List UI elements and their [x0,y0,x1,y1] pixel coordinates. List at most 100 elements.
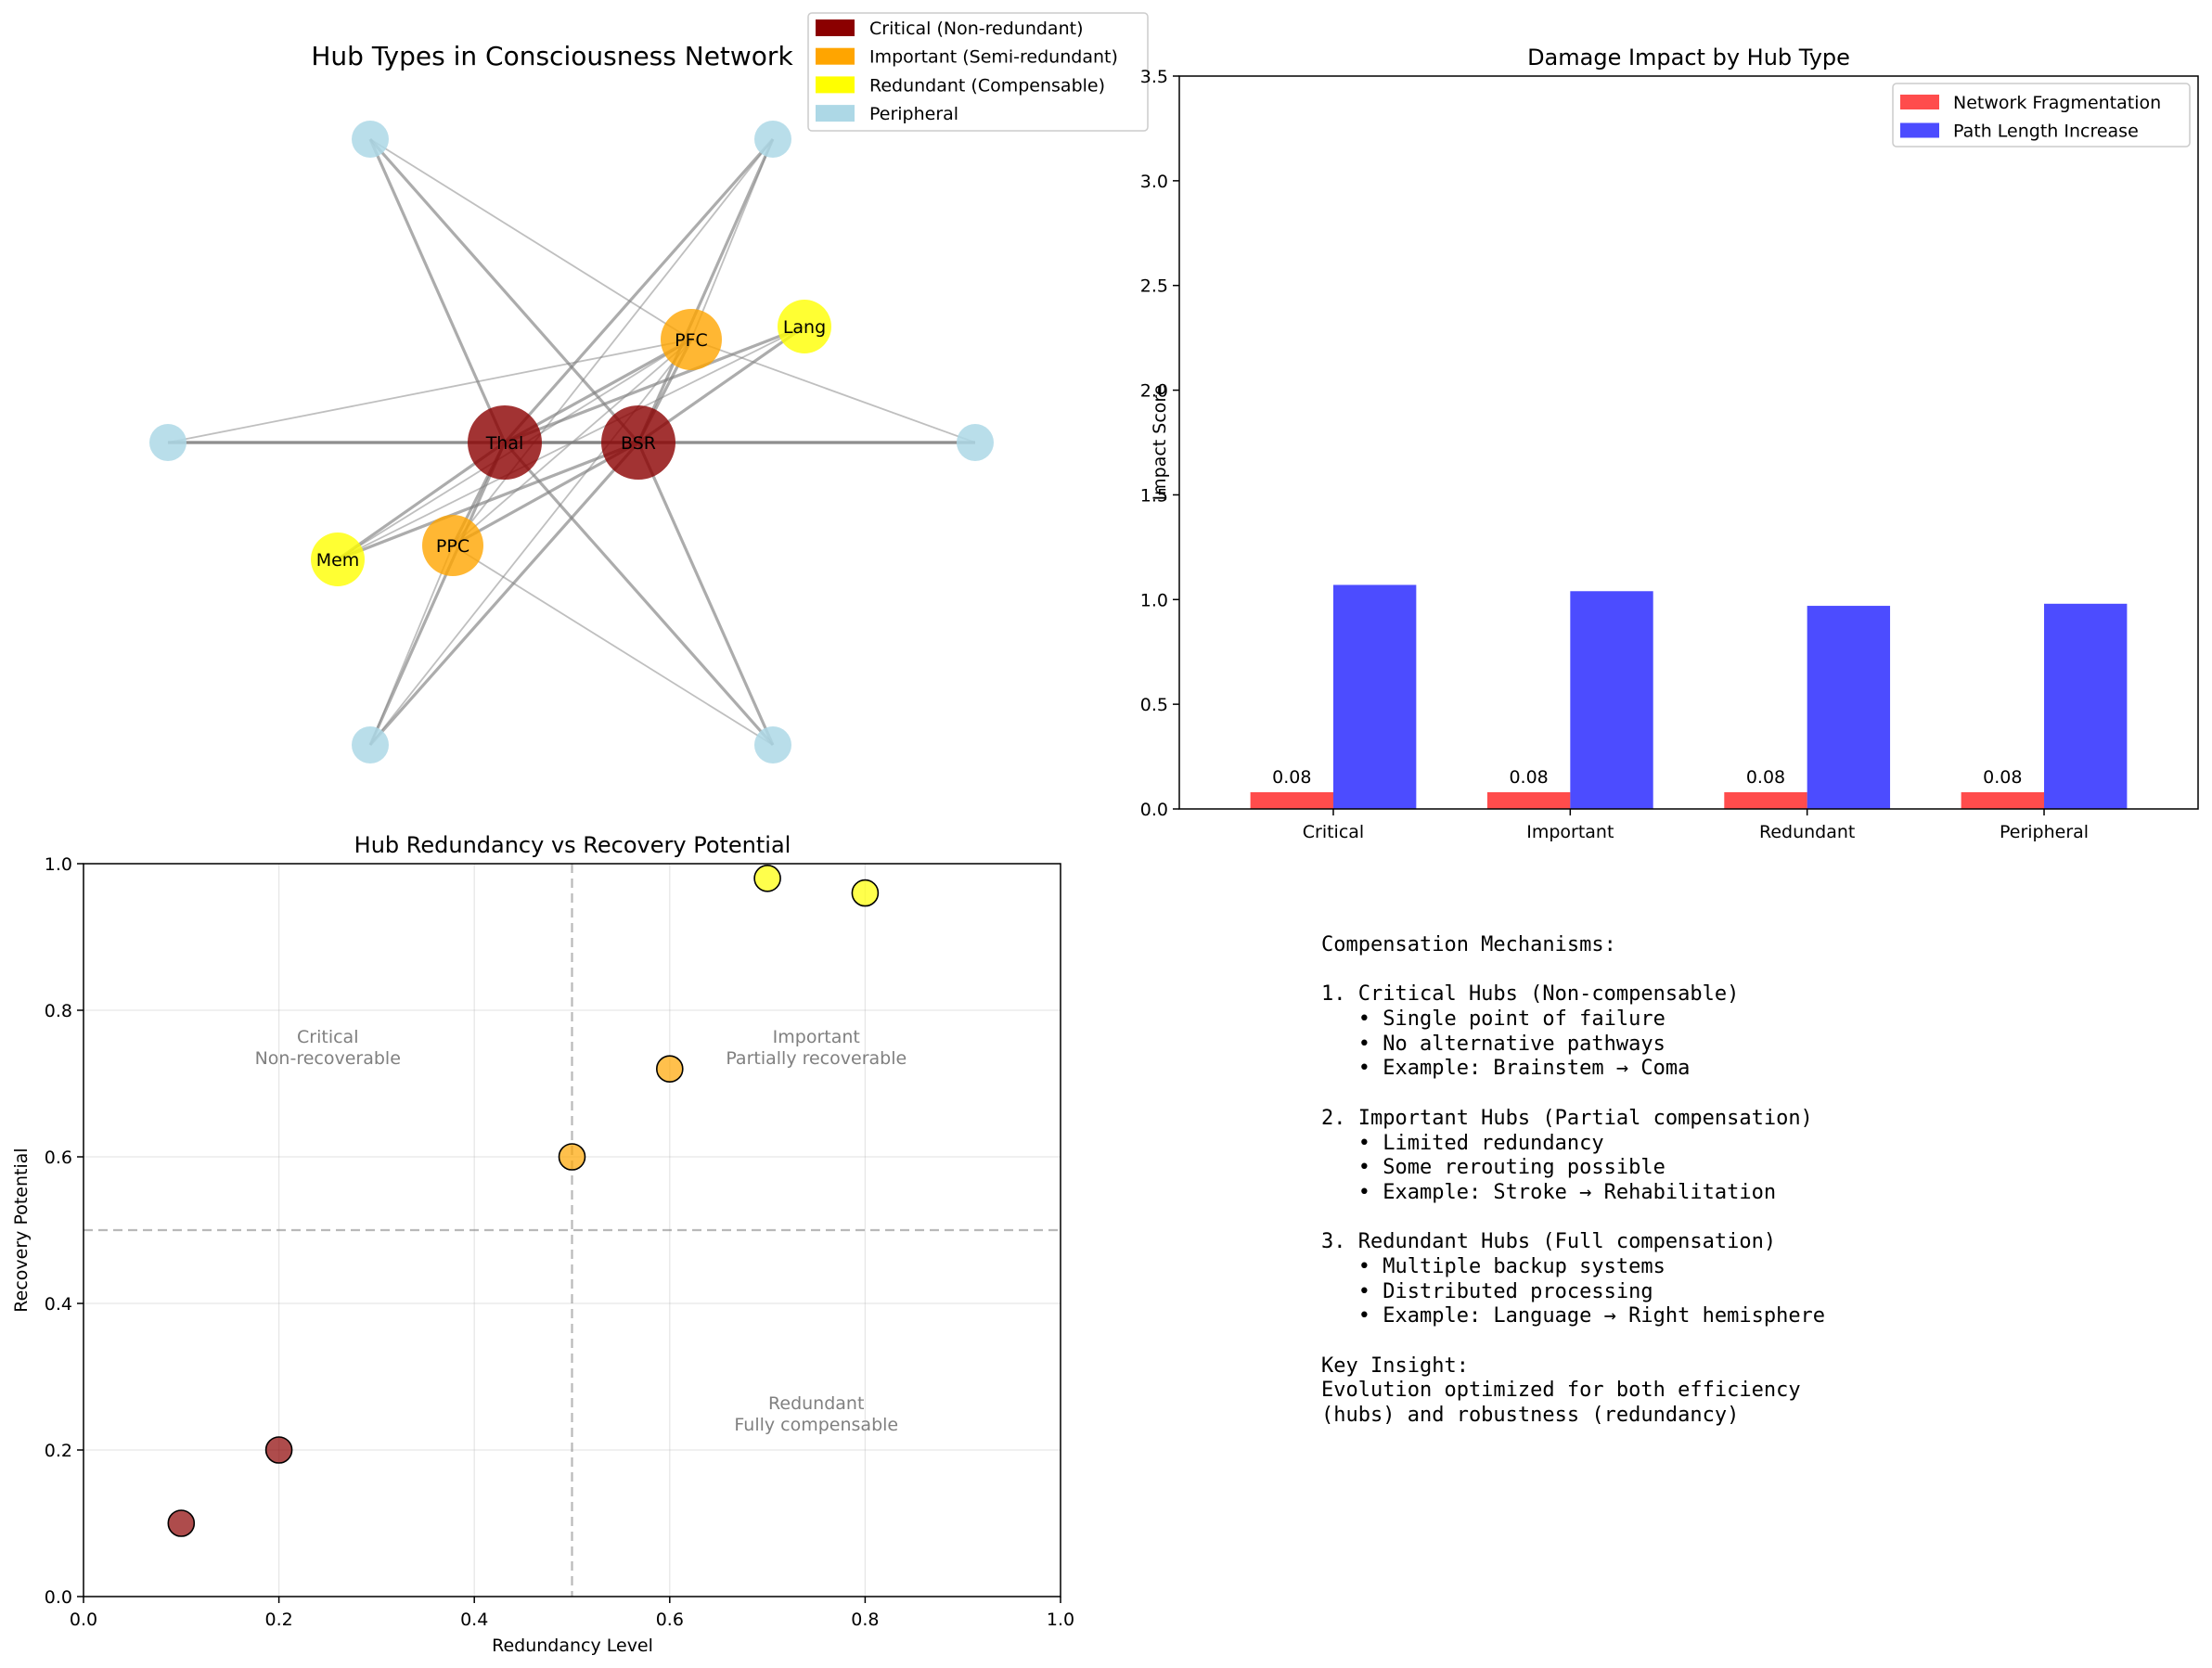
network-node-label: PFC [675,330,708,351]
network-edge [637,138,775,443]
bar-y-tick-label: 1.5 [1140,485,1168,506]
scatter-ticks: 0.0 0.2 0.4 0.6 0.8 1.0 0.0 0.2 0.4 0.6 0.8 1.0 [45,854,1074,1630]
network-node-label: Mem [316,550,360,571]
bar-chart-panel: 0.00.51.01.52.02.53.03.5 0.08 0.08 0.08 0.0… [1140,45,2199,842]
bar-value-label: 0.08 [1272,767,1311,788]
scatter-x-tick-label: 1.0 [1047,1610,1074,1630]
legend-swatch [816,19,855,36]
scatter-x-tick-label: 0.6 [656,1610,684,1630]
legend-label: Peripheral [869,104,958,124]
bar-network-fragmentation [1486,791,1571,809]
compensation-line: • Limited redundancy [1321,1131,1604,1155]
legend-swatch [816,47,855,65]
bar-value-label: 0.08 [1509,767,1548,788]
bar-legend: Network Fragmentation Path Length Increas… [1892,83,2191,148]
bar-path-length-increase [2044,603,2128,809]
bar-bars: 0.08 0.08 0.08 0.08 [1250,584,2128,809]
scatter-x-tick-label: 0.8 [851,1610,879,1630]
legend-label: Path Length Increase [1953,122,2139,142]
legend-swatch [1900,122,1939,138]
scatter-quadrant-label: Partially recoverable [726,1048,907,1069]
network-edge [637,442,775,746]
bar-value-label: 0.08 [1746,767,1785,788]
network-node-label: BSR [621,433,656,454]
compensation-mechanisms-text: Compensation Mechanisms: 1. Critical Hub… [1321,933,1825,1429]
legend-label: Redundant (Compensable) [869,75,1105,96]
network-node-p6 [754,726,791,763]
compensation-line: • Example: Brainstem → Coma [1321,1057,1691,1081]
compensation-line: • Multiple backup systems [1321,1254,1665,1278]
scatter-quadrant-label: Redundant [768,1393,864,1414]
scatter-y-tick-label: 0.4 [45,1294,72,1315]
network-node-p2 [754,121,791,158]
network-title: Hub Types in Consciousness Network [311,41,793,71]
scatter-y-tick-label: 1.0 [45,854,72,875]
compensation-line: • Some rerouting possible [1321,1156,1665,1180]
compensation-line: (hubs) and robustness (redundancy) [1321,1404,1740,1428]
bar-y-tick-label: 0.0 [1140,800,1168,820]
legend-swatch [816,105,855,122]
compensation-line: • No alternative pathways [1321,1032,1665,1056]
scatter-x-tick-label: 0.4 [460,1610,488,1630]
bar-value-label: 0.08 [1983,767,2022,788]
bar-y-tick-label: 1.0 [1140,590,1168,610]
bar-x-tick-label: Critical [1303,822,1364,842]
legend-label: Critical (Non-redundant) [869,19,1083,39]
compensation-line: Evolution optimized for both efficiency [1321,1379,1801,1403]
network-edge [452,545,774,746]
bar-y-axis-label: Impact Score [1150,385,1170,501]
legend-swatch [1900,95,1939,109]
scatter-point [264,1436,293,1464]
network-node-label: PPC [436,536,469,557]
compensation-line: • Example: Stroke → Rehabilitation [1321,1180,1777,1204]
compensation-line: 2. Important Hubs (Partial compensation) [1321,1106,1813,1130]
scatter-x-tick-label: 0.0 [70,1610,97,1630]
network-node-lang [778,300,831,353]
bar-x-tick-label: Important [1526,822,1614,842]
network-nodes: Thal BSR PFC PPC Lang Mem [149,121,994,763]
network-edge [690,138,774,340]
bar-y-ticks: 0.0 0.5 1.0 1.5 2.0 2.5 3.0 3.5 [1140,67,1179,820]
bar-legend-items: Network Fragmentation Path Length Increas… [1900,93,2161,142]
bar-y-tick-label: 3.5 [1140,67,1168,87]
bar-path-length-increase [1570,591,1653,809]
compensation-line [1321,958,1825,983]
network-node-pfc [661,309,722,370]
compensation-line: • Distributed processing [1321,1279,1653,1303]
scatter-y-tick-label: 0.8 [45,1001,72,1021]
bar-path-length-increase [1807,606,1891,809]
scatter-point [558,1143,586,1171]
scatter-y-tick-label: 0.2 [45,1441,72,1461]
network-node-thal [468,405,542,480]
compensation-line: 3. Redundant Hubs (Full compensation) [1321,1230,1777,1254]
scatter-quadrant-label: Critical [297,1027,358,1047]
bar-y-tick-label: 2.5 [1140,276,1168,297]
scatter-quadrant-label: Important [773,1027,860,1047]
network-node-ppc [422,515,483,576]
network-edge [503,137,775,444]
legend-swatch [816,76,855,94]
bar-x-tick-label: Peripheral [2000,822,2089,842]
scatter-title: Hub Redundancy vs Recovery Potential [354,832,791,858]
network-node-bsr [601,405,675,480]
network-node-mem [311,532,365,586]
legend-label: Network Fragmentation [1953,93,2161,113]
network-edge [369,339,692,746]
network-edge [337,326,805,560]
network-edge [167,339,692,443]
network-node-p5 [352,726,389,763]
network-edge [368,138,507,443]
network-edge [368,441,640,747]
compensation-line [1321,1329,1825,1354]
scatter-x-axis-label: Redundancy Level [492,1636,653,1656]
network-edges [167,137,976,747]
bar-axes-frame [1178,75,2199,810]
scatter-points [167,864,880,1537]
compensation-line [1321,1082,1825,1107]
network-legend: Critical (Non-redundant) Important (Semi-… [807,12,1149,132]
legend-label: Important (Semi-redundant) [869,47,1118,68]
bar-network-fragmentation [1961,791,2045,809]
network-edge [369,138,692,340]
bar-path-length-increase [1332,584,1417,809]
